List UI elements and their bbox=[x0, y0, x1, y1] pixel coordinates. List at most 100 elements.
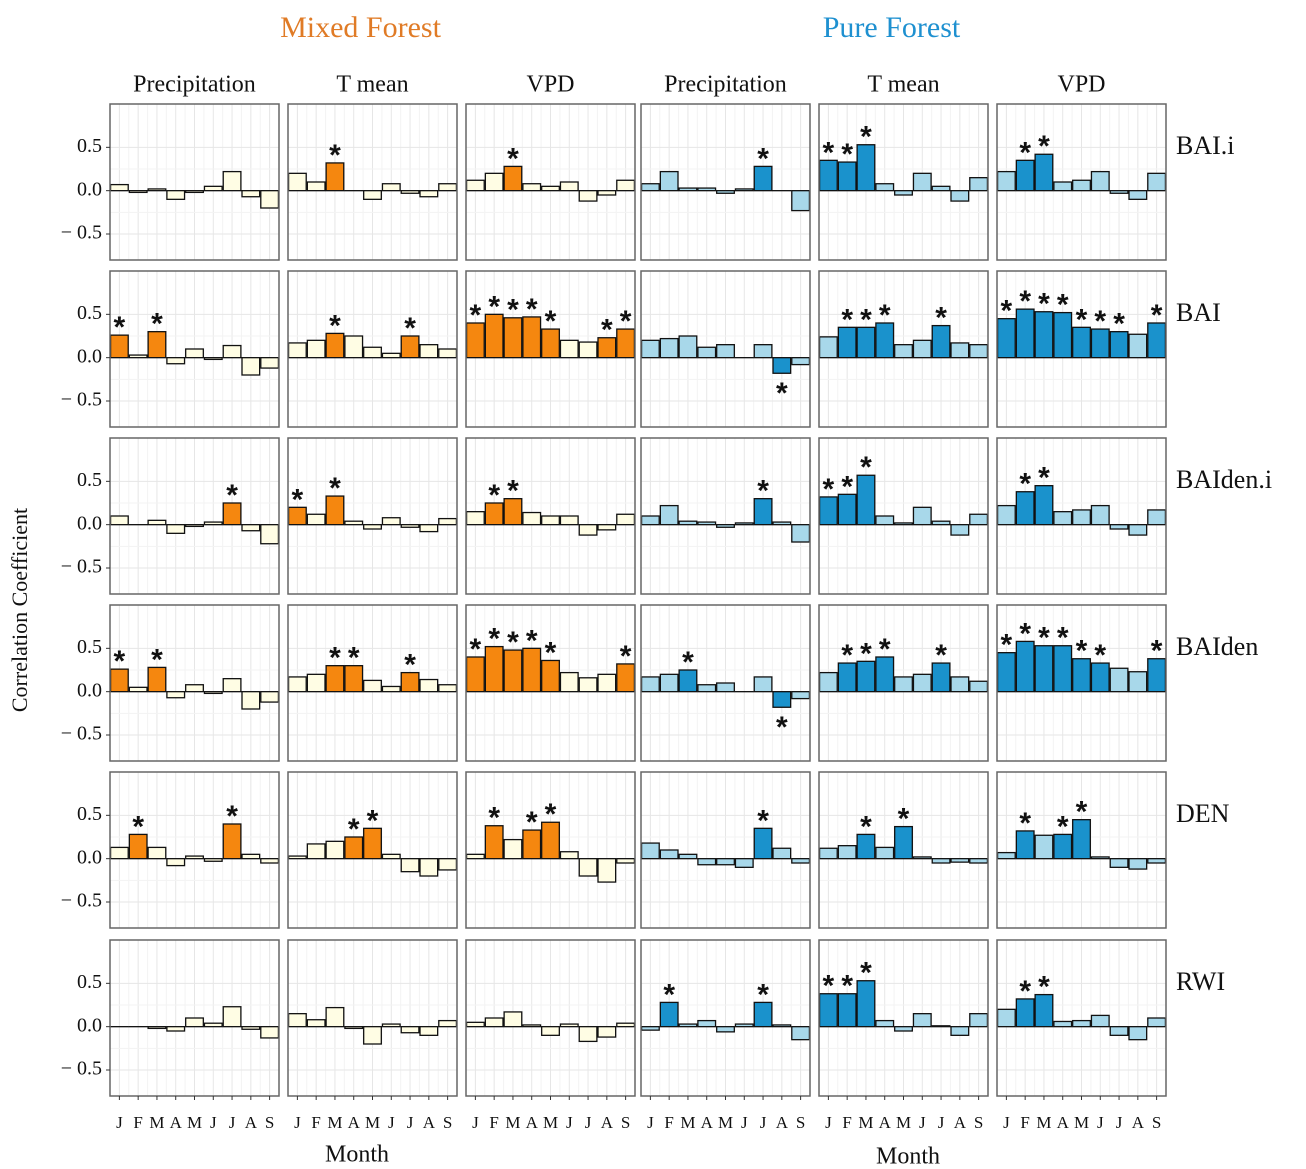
bar bbox=[597, 337, 617, 359]
bar bbox=[363, 827, 382, 860]
bar bbox=[659, 1001, 679, 1028]
bar bbox=[716, 190, 735, 194]
bar bbox=[241, 190, 261, 198]
bar bbox=[1090, 504, 1110, 526]
significance-marker: * bbox=[860, 637, 872, 670]
bar bbox=[912, 339, 932, 359]
bar bbox=[1072, 509, 1091, 526]
x-tick-label: J bbox=[1097, 1113, 1104, 1132]
panel-frame bbox=[287, 270, 458, 428]
bar bbox=[166, 357, 186, 365]
bar bbox=[856, 980, 876, 1028]
x-tick-label: A bbox=[1132, 1113, 1145, 1132]
x-tick-label: F bbox=[842, 1113, 851, 1132]
panel-frame bbox=[109, 270, 280, 428]
bar bbox=[969, 344, 989, 359]
significance-marker: * bbox=[329, 309, 341, 342]
bar bbox=[640, 842, 660, 860]
significance-marker: * bbox=[348, 642, 360, 675]
panel-frame bbox=[640, 103, 811, 261]
significance-marker: * bbox=[545, 305, 557, 338]
bar bbox=[438, 1019, 458, 1028]
bar bbox=[438, 348, 458, 359]
significance-marker: * bbox=[757, 804, 769, 837]
bar bbox=[203, 185, 223, 192]
column-label: T mean bbox=[867, 72, 939, 98]
significance-marker: * bbox=[329, 472, 341, 505]
y-tick-label: 0.5 bbox=[77, 469, 102, 491]
bar bbox=[128, 833, 148, 860]
bar bbox=[541, 328, 560, 359]
bar bbox=[894, 344, 913, 359]
bar bbox=[559, 339, 579, 359]
bar bbox=[344, 1026, 364, 1030]
row-label: DEN bbox=[1176, 799, 1230, 828]
panel-frame bbox=[109, 437, 280, 595]
x-tick-label: A bbox=[879, 1113, 892, 1132]
bar bbox=[241, 691, 261, 710]
x-tick-label: J bbox=[210, 1113, 217, 1132]
significance-marker: * bbox=[1038, 971, 1050, 1004]
significance-marker: * bbox=[841, 970, 853, 1003]
bar bbox=[1090, 662, 1110, 693]
bar bbox=[484, 502, 504, 526]
row-label: BAIden.i bbox=[1176, 465, 1272, 494]
bar bbox=[306, 1019, 326, 1028]
bar bbox=[753, 498, 773, 526]
significance-marker: * bbox=[151, 643, 163, 676]
bar bbox=[438, 858, 458, 871]
bar bbox=[1015, 830, 1035, 860]
bar bbox=[559, 671, 579, 693]
bar bbox=[950, 190, 970, 202]
bar bbox=[659, 337, 679, 359]
x-tick-label: J bbox=[919, 1113, 926, 1132]
significance-marker: * bbox=[1038, 622, 1050, 655]
bar bbox=[325, 1006, 345, 1028]
bar bbox=[109, 846, 129, 860]
panel-frame bbox=[287, 103, 458, 261]
bar bbox=[203, 1022, 223, 1028]
bar bbox=[772, 357, 792, 374]
column-label: Precipitation bbox=[133, 72, 256, 98]
panel-frame bbox=[640, 270, 811, 428]
bar bbox=[597, 673, 617, 693]
bar bbox=[260, 190, 280, 209]
bar bbox=[306, 513, 326, 526]
x-tick-label: S bbox=[443, 1113, 452, 1132]
bar bbox=[185, 1017, 204, 1028]
bar bbox=[325, 840, 345, 860]
y-tick-label: 0.5 bbox=[77, 636, 102, 658]
bar bbox=[931, 520, 951, 526]
bar bbox=[166, 190, 186, 200]
x-axis-label: Month bbox=[876, 1144, 940, 1169]
x-tick-label: J bbox=[294, 1113, 301, 1132]
bar bbox=[1015, 491, 1035, 526]
x-tick-label: F bbox=[311, 1113, 320, 1132]
significance-marker: * bbox=[526, 624, 538, 657]
y-tick-label: − 0.5 bbox=[61, 556, 102, 578]
significance-marker: * bbox=[935, 302, 947, 335]
significance-marker: * bbox=[841, 470, 853, 503]
bar bbox=[996, 1008, 1016, 1028]
significance-marker: * bbox=[151, 308, 163, 341]
bar bbox=[419, 1026, 439, 1036]
bar bbox=[503, 317, 523, 359]
bar bbox=[791, 858, 811, 864]
x-tick-label: J bbox=[585, 1113, 592, 1132]
bar bbox=[503, 1011, 523, 1028]
x-tick-label: A bbox=[348, 1113, 361, 1132]
bar bbox=[287, 172, 307, 192]
bar bbox=[950, 524, 970, 536]
bar bbox=[419, 678, 439, 693]
significance-marker: * bbox=[1038, 130, 1050, 163]
y-axis-label: Correlation Coefficient bbox=[7, 508, 32, 712]
bar bbox=[716, 858, 735, 866]
x-tick-label: J bbox=[229, 1113, 236, 1132]
bar bbox=[287, 1013, 307, 1028]
x-tick-label: M bbox=[327, 1113, 342, 1132]
bar bbox=[1015, 998, 1035, 1028]
bar bbox=[996, 170, 1016, 192]
bar bbox=[325, 162, 345, 192]
bar bbox=[753, 676, 773, 693]
